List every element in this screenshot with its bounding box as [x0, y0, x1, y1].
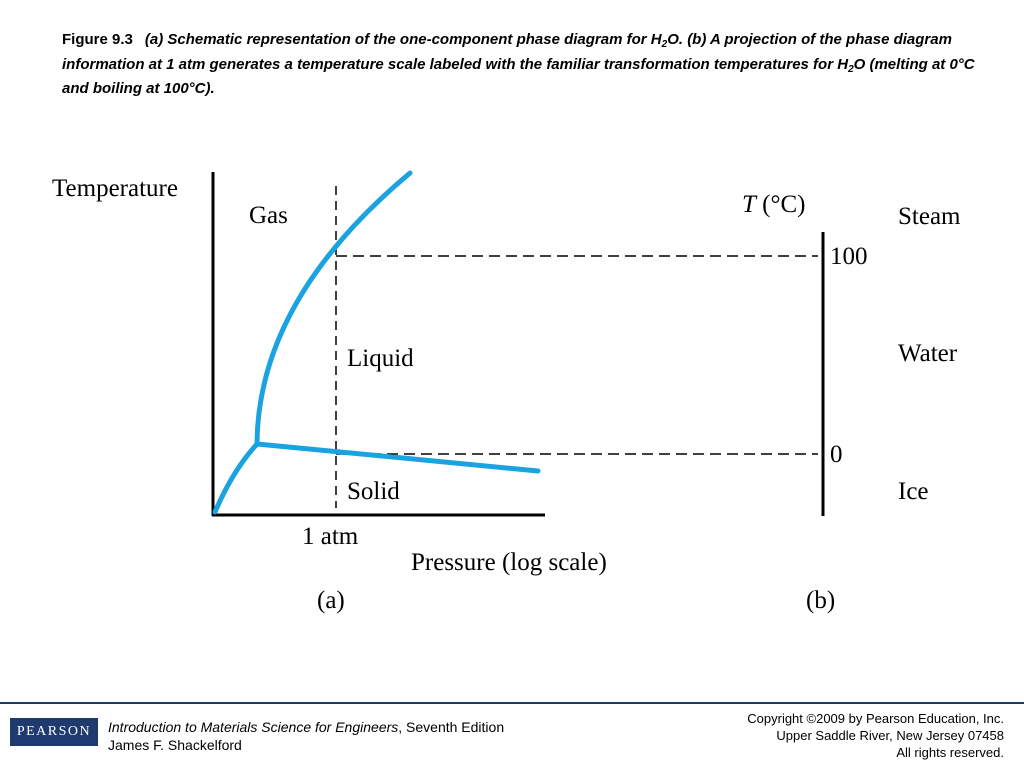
rights-line: All rights reserved. [896, 745, 1004, 760]
tick-100-label: 100 [830, 243, 868, 270]
footer-divider [0, 702, 1024, 704]
pearson-logo: PEARSON [10, 718, 98, 746]
figure-number: Figure 9.3 [62, 31, 133, 48]
caption-text-3: O (melting at 0°C and boiling at 100°C). [62, 55, 975, 98]
figure-caption: Figure 9.3 (a) Schematic representation o… [62, 30, 982, 99]
temperature-scale-label: T (°C) [742, 191, 805, 218]
solid-region-label: Solid [347, 478, 400, 505]
water-phase-label: Water [898, 340, 958, 367]
pressure-axis-label: Pressure (log scale) [411, 549, 607, 576]
one-atm-tick-label: 1 atm [302, 523, 359, 550]
caption-text-1: (a) Schematic representation of the one-… [144, 31, 662, 48]
copyright-line: Copyright ©2009 by Pearson Education, In… [747, 711, 1004, 726]
ice-phase-label: Ice [898, 478, 929, 505]
panel-a-label: (a) [317, 587, 345, 614]
book-title: Introduction to Materials Science for En… [108, 719, 399, 735]
steam-phase-label: Steam [898, 203, 961, 230]
liquid-region-label: Liquid [347, 345, 414, 372]
temperature-axis-label: Temperature [52, 175, 178, 202]
temperature-symbol: T [742, 191, 758, 218]
sublimation-curve [212, 441, 260, 515]
book-edition: , Seventh Edition [398, 719, 505, 735]
footer-copyright: Copyright ©2009 by Pearson Education, In… [747, 710, 1004, 761]
book-author: James F. Shackelford [108, 737, 242, 753]
panel-b-label: (b) [806, 587, 835, 614]
gas-region-label: Gas [249, 202, 288, 229]
phase-diagram: Temperature Gas Liquid Solid 1 atm Press… [52, 170, 961, 614]
melting-curve [254, 441, 541, 474]
publisher-address: Upper Saddle River, New Jersey 07458 [776, 728, 1004, 743]
caption-text-2: O. (b) A projection of the phase diagram… [62, 31, 952, 73]
caption-subscript-2: 2 [848, 63, 854, 75]
tick-0-label: 0 [830, 441, 843, 468]
temperature-unit: (°C) [756, 191, 806, 218]
vaporization-curve [254, 170, 413, 447]
caption-subscript-1: 2 [661, 39, 668, 50]
book-title-line: Introduction to Materials Science for En… [108, 718, 504, 736]
footer-book-info: Introduction to Materials Science for En… [108, 718, 504, 754]
